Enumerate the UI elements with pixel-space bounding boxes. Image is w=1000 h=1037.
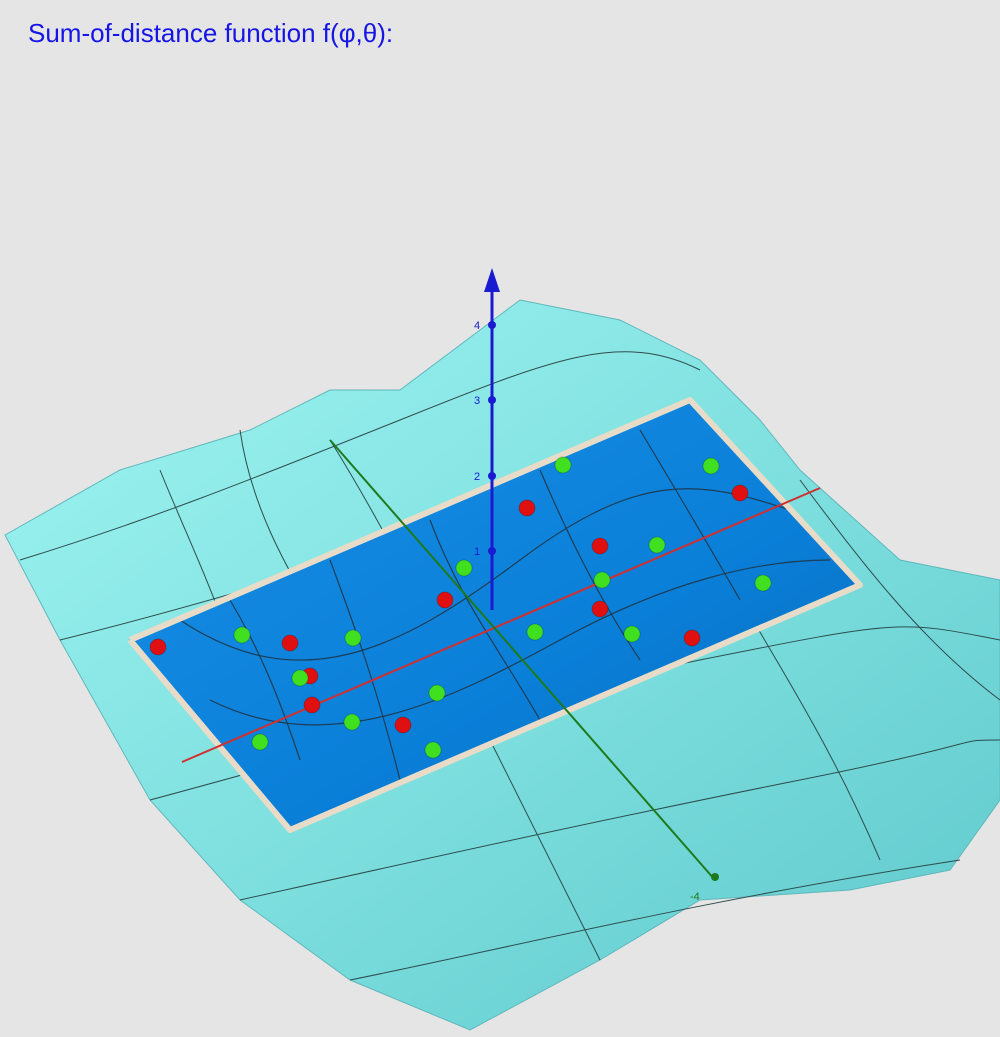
y-axis xyxy=(329,439,716,881)
inner-grid xyxy=(179,429,831,781)
z-tick-label: 3 xyxy=(474,395,480,407)
green-point xyxy=(754,574,772,592)
red-point xyxy=(591,600,609,618)
red-point xyxy=(149,638,167,656)
green-point xyxy=(593,571,611,589)
y-tick-label: -4 xyxy=(690,891,700,903)
green-point xyxy=(455,559,473,577)
frame xyxy=(127,397,863,833)
x-axis xyxy=(181,487,821,763)
green-point xyxy=(623,625,641,643)
z-tick-dot xyxy=(488,396,496,404)
red-point xyxy=(731,484,749,502)
green-point xyxy=(251,733,269,751)
red-point xyxy=(281,634,299,652)
green-point xyxy=(526,623,544,641)
green-point xyxy=(344,629,362,647)
z-tick-label: 1 xyxy=(474,546,480,558)
z-ticks xyxy=(488,321,496,555)
red-point xyxy=(394,716,412,734)
red-point xyxy=(436,591,454,609)
title: Sum-of-distance function f(φ,θ): xyxy=(28,18,394,48)
green-point xyxy=(233,626,251,644)
z-tick-dot xyxy=(488,321,496,329)
z-axis-arrow xyxy=(484,268,500,292)
z-tick-dot xyxy=(488,472,496,480)
green-point xyxy=(554,456,572,474)
green-point xyxy=(291,669,309,687)
red-point xyxy=(518,499,536,517)
z-tick-dot xyxy=(488,547,496,555)
y-tick-dot xyxy=(711,873,719,881)
z-tick-label: 2 xyxy=(474,471,480,483)
green-point xyxy=(428,684,446,702)
z-tick-label: 4 xyxy=(474,320,480,332)
green-point xyxy=(424,741,442,759)
red-point xyxy=(683,629,701,647)
green-point xyxy=(648,536,666,554)
red-point xyxy=(591,537,609,555)
green-point xyxy=(702,457,720,475)
points xyxy=(149,456,772,759)
red-point xyxy=(303,696,321,714)
green-point xyxy=(343,713,361,731)
